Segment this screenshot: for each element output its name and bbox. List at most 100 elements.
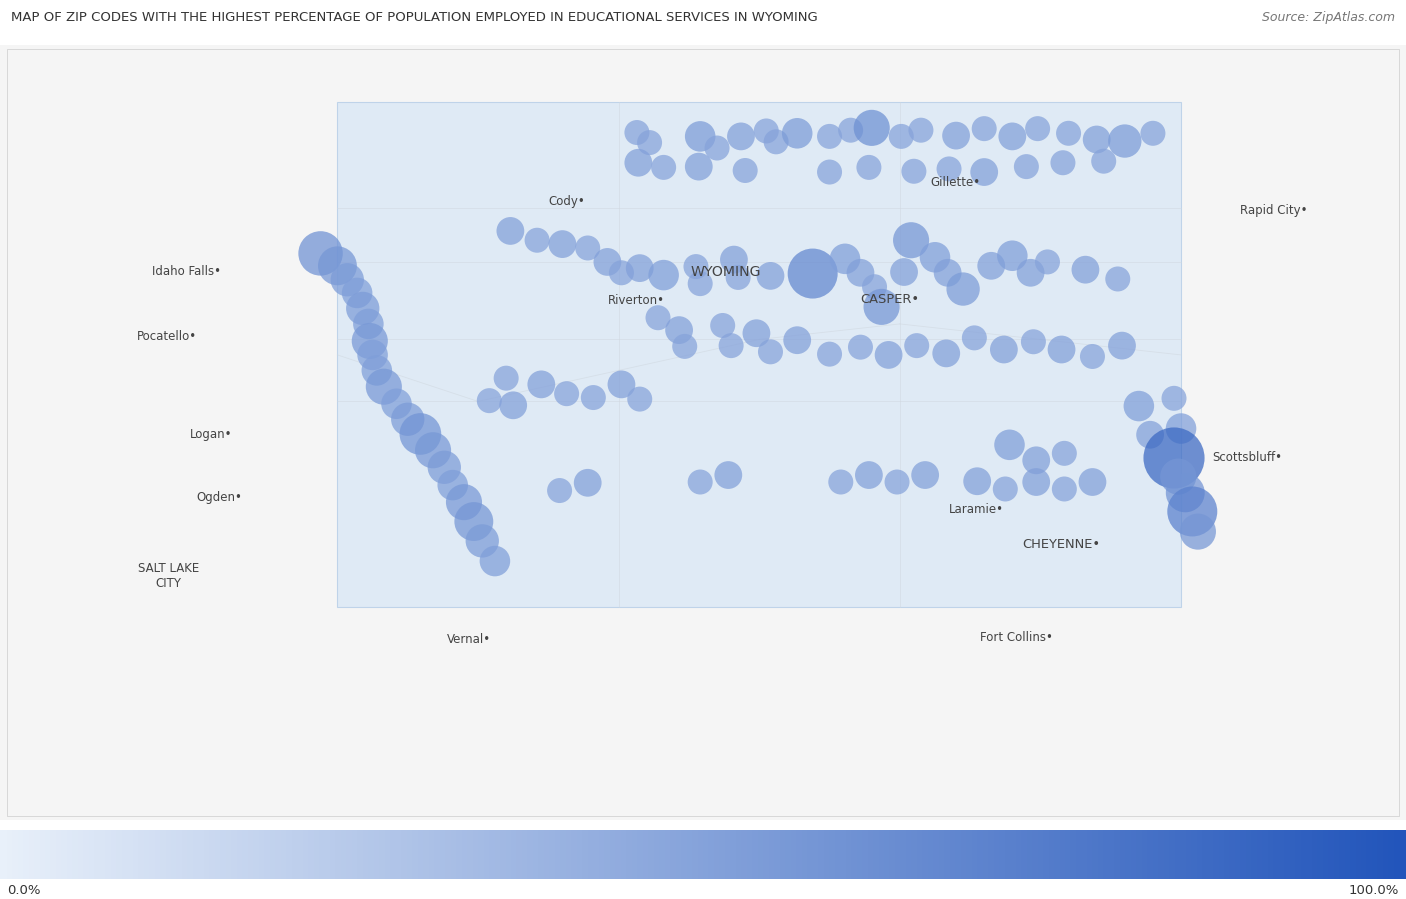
- Point: [720, 338, 742, 352]
- Point: [409, 427, 432, 441]
- Point: [1107, 271, 1129, 286]
- Point: [963, 331, 986, 345]
- Point: [890, 129, 912, 144]
- Text: 100.0%: 100.0%: [1348, 884, 1399, 896]
- Text: CASPER•: CASPER•: [860, 293, 920, 306]
- Text: Ogden•: Ogden•: [197, 491, 243, 504]
- Point: [952, 282, 974, 297]
- Point: [935, 346, 957, 360]
- Point: [1142, 126, 1164, 140]
- Point: [336, 272, 359, 287]
- Text: Logan•: Logan•: [190, 428, 232, 441]
- Point: [717, 467, 740, 482]
- Point: [755, 124, 778, 138]
- Point: [1036, 254, 1059, 269]
- Point: [818, 165, 841, 179]
- Point: [945, 129, 967, 143]
- Point: [576, 476, 599, 490]
- Point: [441, 478, 464, 493]
- Point: [860, 120, 883, 135]
- Text: Source: ZipAtlas.com: Source: ZipAtlas.com: [1261, 11, 1395, 23]
- Point: [1081, 350, 1104, 364]
- Text: WYOMING: WYOMING: [690, 265, 761, 279]
- Point: [1139, 428, 1161, 442]
- Text: Gillette•: Gillette•: [931, 176, 981, 190]
- Point: [1181, 504, 1204, 519]
- Point: [463, 514, 485, 529]
- Point: [1015, 159, 1038, 174]
- Point: [1081, 475, 1104, 489]
- Point: [905, 338, 928, 352]
- Point: [484, 554, 506, 568]
- Point: [1092, 154, 1115, 168]
- Text: 0.0%: 0.0%: [7, 884, 41, 896]
- Point: [627, 156, 650, 170]
- Text: Laramie•: Laramie•: [949, 503, 1004, 516]
- Point: [689, 276, 711, 290]
- Point: [734, 164, 756, 178]
- Point: [759, 269, 782, 283]
- Point: [1053, 446, 1076, 460]
- Point: [453, 495, 475, 510]
- Point: [1001, 248, 1024, 263]
- Point: [530, 378, 553, 392]
- Point: [1187, 524, 1209, 539]
- Point: [647, 310, 669, 325]
- Point: [1111, 338, 1133, 352]
- Point: [326, 259, 349, 273]
- Point: [786, 126, 808, 140]
- Point: [688, 159, 710, 174]
- Point: [723, 253, 745, 267]
- Point: [478, 394, 501, 408]
- Point: [352, 301, 374, 316]
- Point: [1001, 129, 1024, 144]
- Text: SALT LAKE
CITY: SALT LAKE CITY: [138, 562, 200, 590]
- Point: [1074, 263, 1097, 277]
- Point: [385, 396, 408, 411]
- Point: [689, 129, 711, 144]
- Point: [903, 165, 925, 179]
- Point: [924, 250, 946, 264]
- Point: [900, 233, 922, 247]
- Point: [914, 467, 936, 482]
- Text: MAP OF ZIP CODES WITH THE HIGHEST PERCENTAGE OF POPULATION EMPLOYED IN EDUCATION: MAP OF ZIP CODES WITH THE HIGHEST PERCEN…: [11, 11, 818, 23]
- Text: Pocatello•: Pocatello•: [136, 330, 197, 343]
- Point: [711, 318, 734, 333]
- Point: [801, 266, 824, 280]
- Point: [830, 475, 852, 489]
- Point: [973, 165, 995, 179]
- Point: [849, 340, 872, 354]
- Point: [1025, 475, 1047, 489]
- Point: [495, 371, 517, 386]
- Point: [893, 265, 915, 280]
- Point: [551, 237, 574, 252]
- Point: [834, 252, 856, 266]
- Point: [626, 125, 648, 139]
- Point: [886, 475, 908, 489]
- Text: Scottsbluff•: Scottsbluff•: [1212, 450, 1282, 464]
- Point: [689, 475, 711, 489]
- Point: [877, 348, 900, 362]
- Point: [1163, 391, 1185, 405]
- Text: Idaho Falls•: Idaho Falls•: [152, 264, 221, 278]
- Point: [863, 280, 886, 294]
- Point: [548, 484, 571, 498]
- Point: [1026, 121, 1049, 136]
- Point: [582, 390, 605, 405]
- Point: [858, 160, 880, 174]
- Point: [471, 534, 494, 548]
- Point: [596, 254, 619, 269]
- Point: [818, 129, 841, 144]
- Point: [1050, 343, 1073, 357]
- Point: [910, 123, 932, 138]
- Point: [366, 363, 388, 378]
- Point: [628, 392, 651, 406]
- Point: [938, 162, 960, 176]
- Text: CHEYENNE•: CHEYENNE•: [1022, 539, 1101, 551]
- Point: [576, 241, 599, 255]
- Point: [727, 271, 749, 285]
- Point: [652, 160, 675, 174]
- Point: [685, 260, 707, 274]
- Point: [359, 334, 381, 348]
- Point: [1085, 132, 1108, 147]
